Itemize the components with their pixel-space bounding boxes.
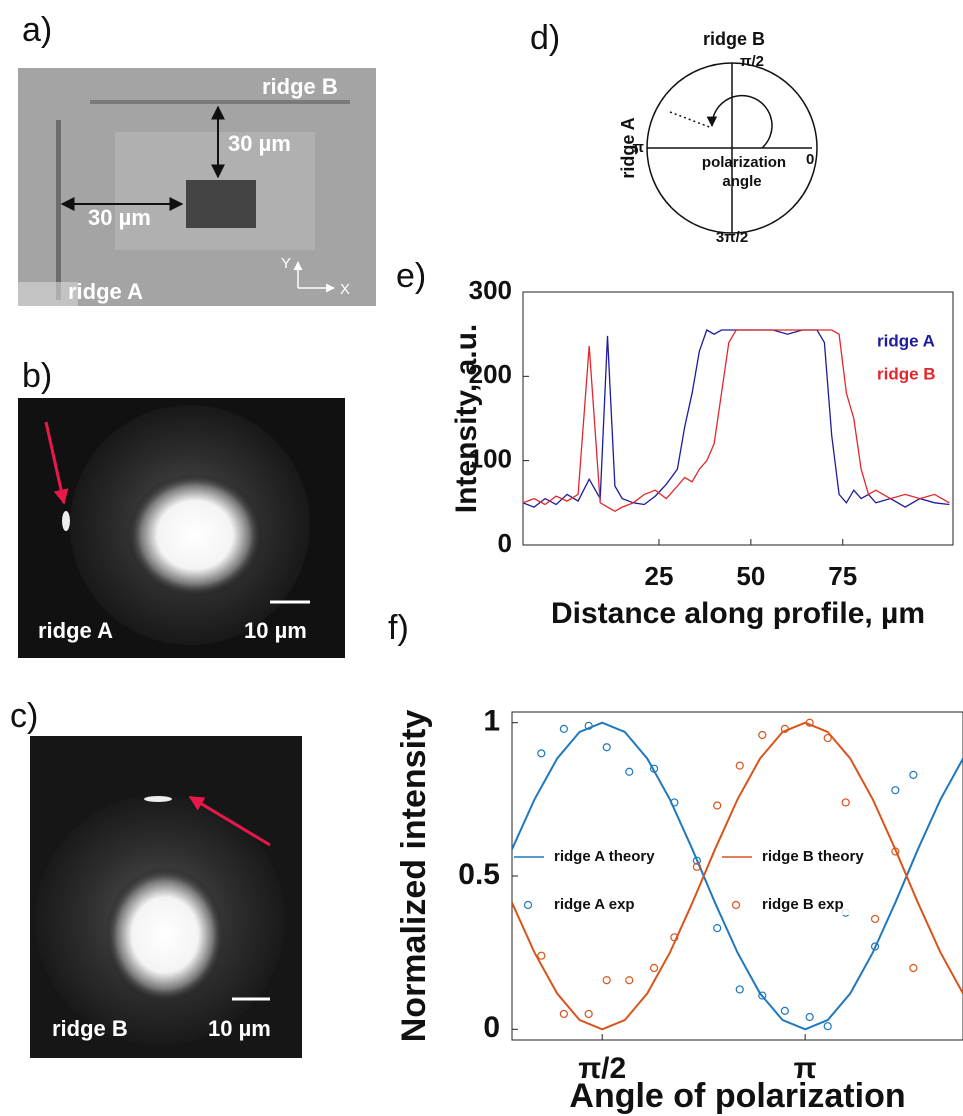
data-point xyxy=(670,798,679,807)
data-point xyxy=(841,798,850,807)
polarization-diagram xyxy=(646,62,818,234)
panel-label: d) xyxy=(530,19,560,57)
data-point xyxy=(805,1012,814,1022)
legend-bg xyxy=(760,895,880,915)
y-axis-label: Intensity, a.u. xyxy=(450,324,483,513)
data-point xyxy=(584,721,593,730)
data-point xyxy=(891,786,900,795)
y-tick-label: 0 xyxy=(498,528,512,558)
legend-label: ridge B exp xyxy=(762,896,844,913)
data-point xyxy=(780,724,789,733)
panel-label: e) xyxy=(396,257,426,295)
y-axis-label: Normalized intensity xyxy=(395,710,433,1043)
diagram-label: 0 xyxy=(806,151,814,168)
data-point xyxy=(537,749,546,758)
data-point xyxy=(670,933,679,942)
distance-label: 30 µm xyxy=(228,131,291,156)
diagram-label: π/2 xyxy=(740,53,764,70)
data-point xyxy=(870,914,880,924)
legend-bg xyxy=(552,895,672,915)
data-point xyxy=(735,761,744,770)
legend-label: ridge A xyxy=(877,331,935,350)
diagram-label: ridge B xyxy=(703,29,765,49)
data-point xyxy=(537,951,546,960)
legend-bg xyxy=(760,847,880,867)
scale-label: 10 µm xyxy=(244,618,307,643)
data-point xyxy=(891,847,900,856)
data-point xyxy=(735,985,744,994)
data-point xyxy=(758,730,767,740)
data-point xyxy=(649,764,659,773)
sem-image xyxy=(18,68,376,306)
y-tick-label: 0 xyxy=(483,1011,500,1044)
data-point xyxy=(713,801,722,810)
data-point xyxy=(805,718,814,727)
x-tick-label: π xyxy=(794,1052,817,1085)
panel-label: a) xyxy=(22,11,52,49)
data-point xyxy=(692,856,702,865)
data-line xyxy=(523,329,950,513)
data-point xyxy=(713,924,722,933)
data-point xyxy=(758,991,767,1000)
data-point xyxy=(649,963,659,973)
image-label: ridge A xyxy=(38,618,113,643)
x-axis-label: Angle of polarization xyxy=(569,1077,905,1115)
legend-marker xyxy=(731,900,741,910)
panel-label: c) xyxy=(10,697,38,735)
diagram-label: π xyxy=(633,139,645,156)
plot-area xyxy=(512,718,963,1031)
legend-label: ridge A theory xyxy=(554,848,655,865)
diagram-label: angle xyxy=(722,173,761,190)
y-tick-label: 1 xyxy=(483,705,500,738)
y-tick-label: 300 xyxy=(469,275,512,305)
data-point xyxy=(559,724,568,733)
diagram-label: ridge A xyxy=(618,117,638,178)
plot-frame xyxy=(522,291,954,546)
axis-label: Y xyxy=(281,255,291,272)
y-tick-label: 200 xyxy=(469,359,512,389)
x-tick-label: 75 xyxy=(828,561,857,591)
legend-bg xyxy=(552,847,672,867)
label-ridge-b: ridge B xyxy=(262,74,338,99)
y-tick-label: 100 xyxy=(469,444,512,474)
x-axis-label: Distance along profile, µm xyxy=(551,597,925,630)
image-label: ridge B xyxy=(52,1016,128,1041)
data-point xyxy=(602,976,611,985)
data-point xyxy=(909,770,918,779)
x-tick-label: 50 xyxy=(736,561,765,591)
diagram-label: 3π/2 xyxy=(716,229,748,246)
data-point xyxy=(584,1009,593,1019)
label-ridge-a: ridge A xyxy=(68,279,143,304)
diagram-label: polarization xyxy=(702,154,786,171)
data-point xyxy=(692,862,702,871)
panel-label: b) xyxy=(22,357,52,395)
data-point xyxy=(823,733,832,743)
plot-area xyxy=(523,329,950,513)
data-point xyxy=(602,743,611,752)
data-point xyxy=(625,976,634,985)
data-point xyxy=(780,1006,789,1015)
data-point xyxy=(559,1009,568,1019)
data-point xyxy=(823,1022,832,1031)
data-point xyxy=(625,767,634,776)
camera-image xyxy=(18,398,345,658)
camera-image xyxy=(30,736,302,1058)
scale-label: 10 µm xyxy=(208,1016,271,1041)
x-tick-label: π/2 xyxy=(578,1052,626,1085)
data-point xyxy=(870,942,880,951)
legend-marker xyxy=(523,900,533,910)
distance-label: 30 µm xyxy=(88,205,151,230)
legend-label: ridge B xyxy=(877,364,936,383)
data-line xyxy=(512,721,963,1031)
y-tick-label: 0.5 xyxy=(458,858,500,891)
legend-label: ridge A exp xyxy=(554,896,635,913)
x-tick-label: 25 xyxy=(645,561,674,591)
legend-label: ridge B theory xyxy=(762,848,864,865)
panel-label: f) xyxy=(388,609,409,647)
data-line xyxy=(523,329,950,508)
plot-frame xyxy=(511,711,963,1041)
data-point xyxy=(909,963,918,973)
axis-label: X xyxy=(340,281,350,298)
